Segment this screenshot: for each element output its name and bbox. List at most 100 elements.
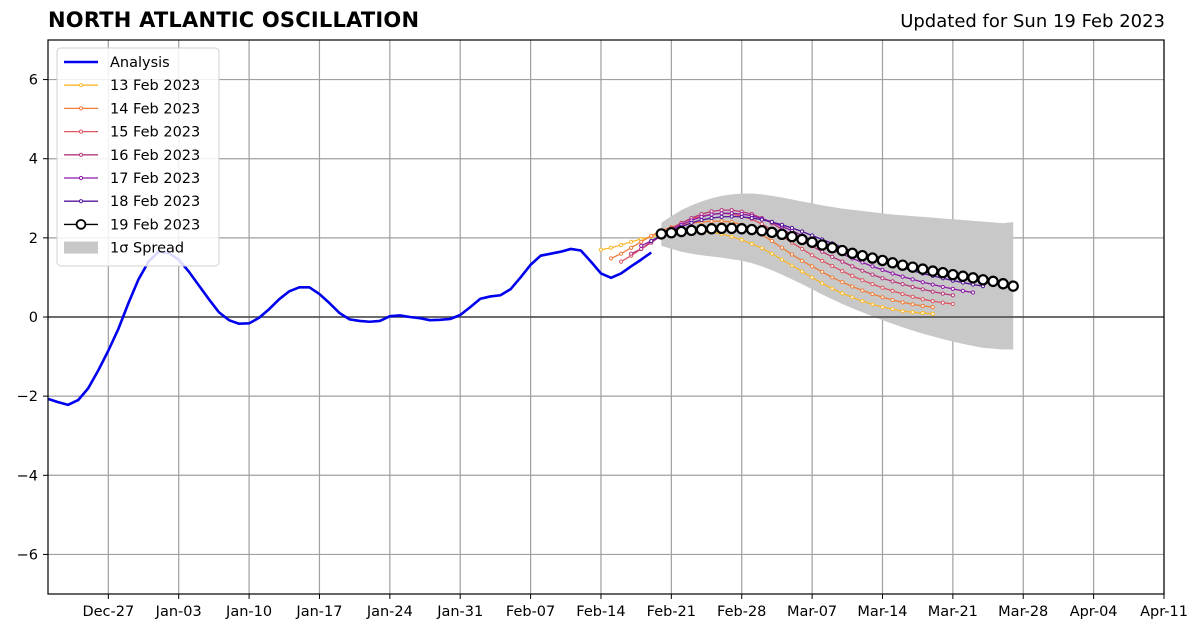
x-tick-label: Dec-27	[82, 604, 134, 620]
forecast-point	[826, 242, 838, 254]
forecast-point	[840, 291, 845, 296]
forecast-point	[940, 300, 945, 305]
forecast-point	[856, 249, 869, 262]
forecast-point	[890, 279, 895, 284]
forecast-point	[917, 263, 929, 275]
legend-label: 18 Feb 2023	[110, 194, 200, 210]
forecast-point	[850, 295, 855, 300]
forecast-point	[920, 297, 925, 302]
x-tick-label: Apr-11	[1140, 604, 1188, 620]
forecast-point	[618, 251, 624, 256]
forecast-point	[779, 245, 785, 250]
forecast-point	[639, 243, 644, 248]
legend-marker	[78, 129, 84, 134]
forecast-point	[789, 263, 795, 268]
forecast-point	[970, 290, 976, 295]
forecast-point	[796, 233, 808, 246]
forecast-point	[930, 305, 935, 310]
x-tick-label: Feb-21	[647, 604, 696, 620]
forecast-point	[739, 237, 744, 242]
legend-item: 18 Feb 2023	[64, 194, 200, 210]
forecast-point	[779, 257, 785, 262]
y-tick-label: −4	[17, 468, 38, 484]
forecast-point	[870, 264, 875, 269]
forecast-point	[685, 224, 698, 237]
forecast-point	[655, 228, 667, 240]
forecast-point	[910, 302, 915, 307]
forecast-point	[799, 269, 805, 274]
forecast-point	[920, 280, 925, 285]
forecast-point	[910, 277, 915, 282]
legend-label: 14 Feb 2023	[110, 101, 200, 117]
forecast-point	[799, 229, 805, 234]
forecast-point	[629, 245, 634, 250]
forecast-point	[739, 214, 744, 219]
forecast-point	[639, 239, 644, 244]
forecast-point	[769, 219, 774, 225]
forecast-point	[705, 223, 718, 235]
forecast-point	[729, 234, 734, 239]
forecast-point	[880, 295, 885, 300]
x-tick-label: Jan-03	[155, 604, 202, 620]
forecast-point	[937, 266, 949, 279]
forecast-point	[930, 289, 935, 294]
forecast-point	[960, 288, 966, 293]
forecast-point	[850, 284, 855, 289]
forecast-point	[665, 227, 678, 239]
forecast-point	[608, 245, 614, 250]
x-tick-label: Jan-10	[225, 604, 272, 620]
forecast-point	[900, 274, 905, 279]
legend-item: 13 Feb 2023	[64, 78, 200, 94]
forecast-point	[715, 222, 728, 235]
forecast-point	[789, 225, 795, 231]
forecast-point	[719, 219, 724, 224]
forecast-point	[779, 222, 785, 227]
forecast-point	[689, 220, 694, 225]
y-tick-label: 4	[29, 152, 38, 168]
forecast-point	[880, 305, 885, 310]
legend-item: 15 Feb 2023	[64, 125, 200, 141]
forecast-series-19-feb-2023	[655, 222, 1019, 292]
forecast-point	[900, 282, 905, 287]
forecast-point	[890, 306, 895, 312]
forecast-point	[866, 252, 879, 264]
forecast-point	[900, 291, 905, 297]
forecast-point	[880, 267, 885, 273]
legend: Analysis 13 Feb 2023 14 Feb 2023 15 Feb 202…	[56, 47, 220, 267]
forecast-point	[756, 225, 768, 237]
forecast-point	[759, 217, 764, 222]
forecast-point	[776, 228, 788, 240]
x-axis-ticks: Dec-27 Jan-03 Jan-10 Jan-17 Jan-24 Jan-31 Feb-…	[82, 594, 1188, 620]
forecast-point	[830, 254, 835, 259]
forecast-point	[736, 223, 748, 235]
forecast-point	[846, 247, 859, 259]
forecast-point	[709, 212, 714, 217]
forecast-point	[729, 214, 734, 219]
legend-item: 16 Feb 2023	[64, 148, 200, 164]
legend-label: 16 Feb 2023	[110, 148, 200, 164]
forecast-point	[997, 278, 1009, 290]
forecast-point	[940, 284, 945, 290]
legend-label: 19 Feb 2023	[110, 217, 200, 233]
legend-marker	[78, 83, 84, 88]
forecast-point	[880, 285, 885, 290]
forecast-point	[618, 259, 624, 264]
forecast-point	[799, 246, 805, 252]
x-tick-label: Mar-07	[787, 604, 837, 620]
forecast-point	[906, 261, 919, 273]
forecast-point	[789, 252, 795, 257]
forecast-point	[860, 278, 865, 283]
forecast-point	[830, 286, 835, 291]
forecast-point	[876, 254, 889, 267]
chart-title: NORTH ATLANTIC OSCILLATION	[48, 8, 420, 32]
forecast-point	[910, 294, 915, 299]
forecast-point	[810, 264, 815, 269]
forecast-point	[675, 225, 688, 238]
forecast-point	[749, 215, 754, 221]
forecast-point	[900, 308, 905, 314]
forecast-point	[769, 251, 774, 256]
forecast-point	[836, 244, 848, 257]
forecast-point	[860, 288, 865, 293]
forecast-point	[649, 233, 654, 238]
